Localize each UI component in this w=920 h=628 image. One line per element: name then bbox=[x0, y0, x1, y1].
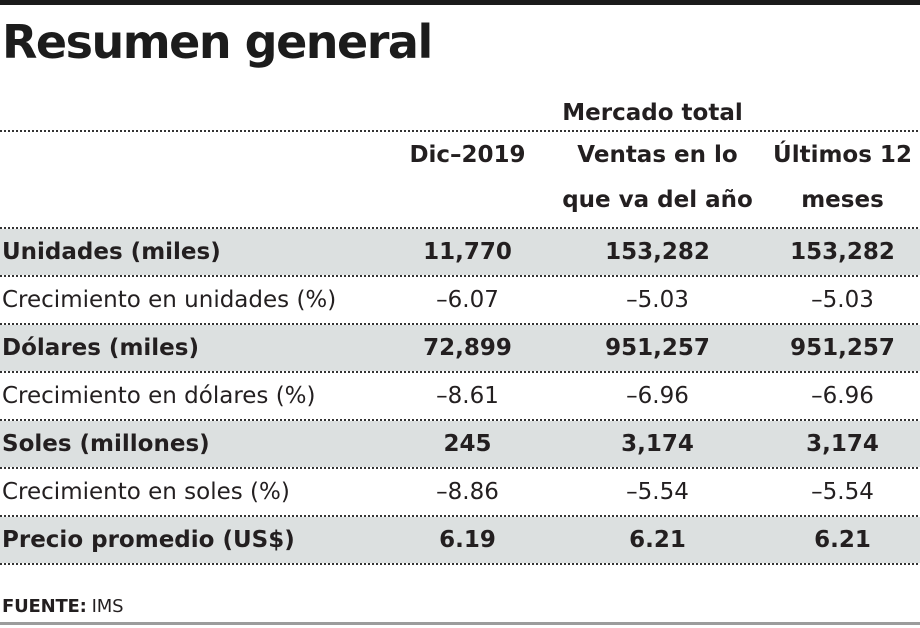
cell-ventas-ano: 951,257 bbox=[605, 334, 710, 361]
cell-ultimos-12m: 3,174 bbox=[806, 430, 879, 457]
table-row-crecimiento-soles: Crecimiento en soles (%) –8.86 –5.54 –5.… bbox=[0, 469, 920, 515]
table-row-soles: Soles (millones) 245 3,174 3,174 bbox=[0, 420, 920, 467]
source-value: IMS bbox=[91, 595, 124, 617]
dotted-separator bbox=[0, 274, 920, 277]
row-label: Unidades (miles) bbox=[2, 238, 221, 265]
cell-dic2019: 11,770 bbox=[423, 238, 512, 265]
group-header-mercado-total: Mercado total bbox=[562, 99, 743, 126]
cell-ultimos-12m: –6.96 bbox=[811, 382, 874, 409]
table-row-dolares: Dólares (miles) 72,899 951,257 951,257 bbox=[0, 324, 920, 371]
cell-ventas-ano: –6.96 bbox=[626, 382, 689, 409]
row-label: Dólares (miles) bbox=[2, 334, 199, 361]
dotted-separator bbox=[0, 514, 920, 517]
cell-dic2019: –8.61 bbox=[436, 382, 499, 409]
table-row-unidades: Unidades (miles) 11,770 153,282 153,282 bbox=[0, 228, 920, 275]
dotted-separator bbox=[0, 322, 920, 325]
dotted-separator bbox=[0, 370, 920, 373]
cell-ultimos-12m: –5.03 bbox=[811, 286, 874, 313]
row-label: Precio promedio (US$) bbox=[2, 526, 295, 553]
page-title: Resumen general bbox=[2, 15, 433, 69]
column-header-ultimos-12-meses: Últimos 12 meses bbox=[765, 133, 920, 223]
column-header-line: Ventas en lo bbox=[577, 141, 738, 168]
row-label: Crecimiento en unidades (%) bbox=[2, 286, 337, 313]
dotted-separator bbox=[0, 226, 920, 229]
cell-ultimos-12m: 951,257 bbox=[790, 334, 895, 361]
bottom-rule bbox=[0, 622, 920, 625]
dotted-separator bbox=[0, 129, 920, 132]
row-label: Crecimiento en dólares (%) bbox=[2, 382, 316, 409]
source-line: FUENTE: IMS bbox=[0, 596, 920, 617]
row-label: Crecimiento en soles (%) bbox=[2, 478, 290, 505]
cell-dic2019: 6.19 bbox=[439, 526, 496, 553]
cell-ventas-ano: –5.03 bbox=[626, 286, 689, 313]
cell-dic2019: 245 bbox=[443, 430, 492, 457]
cell-ultimos-12m: 153,282 bbox=[790, 238, 895, 265]
cell-ultimos-12m: –5.54 bbox=[811, 478, 874, 505]
column-header-ventas-ano: Ventas en lo que va del año bbox=[550, 133, 765, 223]
table-row-crecimiento-unidades: Crecimiento en unidades (%) –6.07 –5.03 … bbox=[0, 277, 920, 323]
cell-dic2019: 72,899 bbox=[423, 334, 512, 361]
column-header-line: meses bbox=[801, 186, 884, 213]
dotted-separator bbox=[0, 562, 920, 565]
cell-dic2019: –8.86 bbox=[436, 478, 499, 505]
dotted-separator bbox=[0, 466, 920, 469]
cell-ultimos-12m: 6.21 bbox=[814, 526, 871, 553]
cell-ventas-ano: 153,282 bbox=[605, 238, 710, 265]
cell-ventas-ano: –5.54 bbox=[626, 478, 689, 505]
cell-ventas-ano: 6.21 bbox=[629, 526, 686, 553]
top-rule bbox=[0, 0, 920, 5]
source-label: FUENTE: bbox=[2, 595, 87, 617]
row-label: Soles (millones) bbox=[2, 430, 210, 457]
table-group-header-row: Mercado total bbox=[0, 69, 920, 130]
summary-table: Mercado total Dic–2019 Ventas en lo que … bbox=[0, 69, 920, 565]
table-row-precio-promedio: Precio promedio (US$) 6.19 6.21 6.21 bbox=[0, 516, 920, 563]
table-row-crecimiento-dolares: Crecimiento en dólares (%) –8.61 –6.96 –… bbox=[0, 373, 920, 419]
column-header-line: que va del año bbox=[562, 186, 753, 213]
cell-ventas-ano: 3,174 bbox=[621, 430, 694, 457]
column-header-dic-2019: Dic–2019 bbox=[409, 141, 526, 168]
dotted-separator bbox=[0, 418, 920, 421]
cell-dic2019: –6.07 bbox=[436, 286, 499, 313]
column-header-line: Últimos 12 bbox=[773, 141, 912, 168]
table-column-header-row: Dic–2019 Ventas en lo que va del año Últ… bbox=[0, 132, 920, 227]
